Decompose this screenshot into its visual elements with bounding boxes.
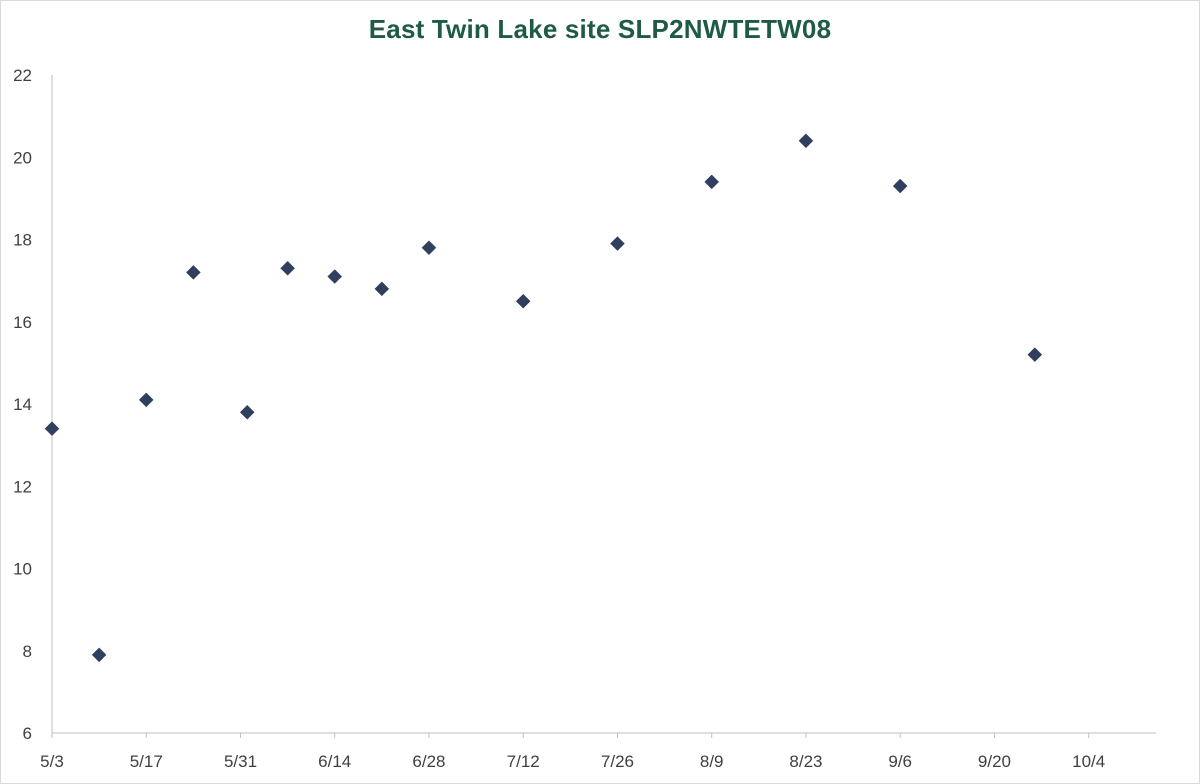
data-point-12 xyxy=(798,133,814,149)
data-point-8 xyxy=(421,240,437,256)
y-tick-label: 22 xyxy=(13,66,32,85)
data-point-0 xyxy=(44,421,60,437)
data-point-4 xyxy=(239,404,255,420)
data-point-6 xyxy=(327,269,343,284)
data-points xyxy=(44,133,1043,663)
y-tick-label: 10 xyxy=(13,560,32,579)
x-tick-label: 7/12 xyxy=(507,752,540,771)
y-tick-label: 16 xyxy=(13,313,32,332)
x-axis-ticks: 5/3 5/17 5/31 6/14 6/28 7/12 7/26 8/9 8/23 9/6 9/2… xyxy=(40,733,1105,771)
y-tick-label: 8 xyxy=(23,642,32,661)
data-point-1 xyxy=(91,647,107,663)
data-point-10 xyxy=(610,236,625,251)
axes xyxy=(51,75,1156,734)
data-point-9 xyxy=(515,293,531,309)
x-tick-label: 8/23 xyxy=(789,752,822,771)
chart-title: East Twin Lake site SLP2NWTETW08 xyxy=(368,14,832,44)
x-tick-label: 5/3 xyxy=(40,752,64,771)
y-tick-label: 6 xyxy=(23,724,32,743)
data-point-7 xyxy=(374,281,390,297)
x-tick-label: 9/20 xyxy=(978,752,1011,771)
y-tick-label: 14 xyxy=(13,395,32,414)
x-tick-label: 9/6 xyxy=(888,752,912,771)
x-tick-label: 5/31 xyxy=(224,752,257,771)
data-point-13 xyxy=(892,178,908,194)
x-tick-label: 8/9 xyxy=(700,752,724,771)
data-point-3 xyxy=(186,265,201,280)
x-tick-label: 7/26 xyxy=(601,752,634,771)
x-tick-label: 5/17 xyxy=(130,752,163,771)
y-tick-label: 18 xyxy=(13,231,32,250)
data-point-11 xyxy=(704,174,720,190)
data-point-5 xyxy=(280,260,295,276)
y-tick-label: 20 xyxy=(13,148,32,167)
x-tick-label: 6/28 xyxy=(412,752,445,771)
x-tick-label: 6/14 xyxy=(318,752,351,771)
y-axis-ticks: 6 8 10 12 14 16 18 20 22 xyxy=(13,66,32,743)
x-tick-label: 10/4 xyxy=(1072,752,1105,771)
y-tick-label: 12 xyxy=(13,477,32,496)
data-point-14 xyxy=(1027,347,1043,363)
data-point-2 xyxy=(138,392,154,408)
